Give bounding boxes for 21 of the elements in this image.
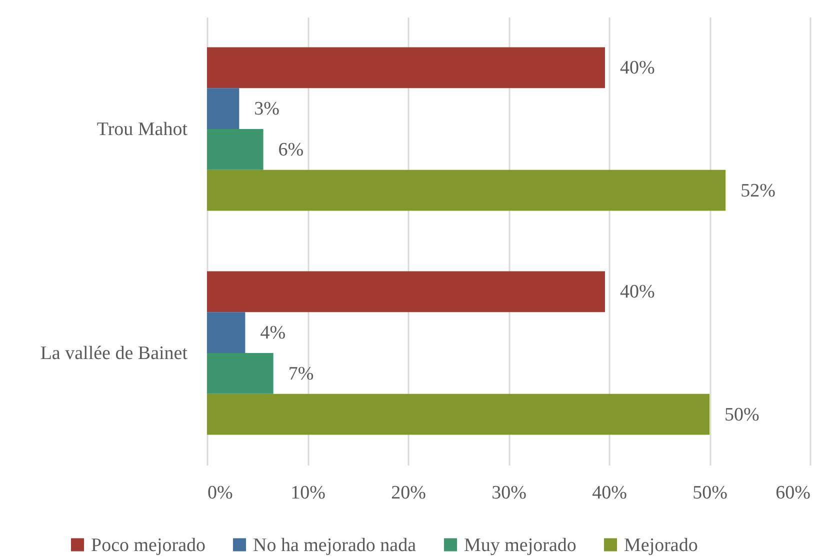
x-tick-label: 30% (492, 482, 527, 504)
data-label: 3% (254, 98, 280, 120)
x-tick-label: 50% (692, 482, 728, 504)
legend-label: No ha mejorado nada (253, 534, 417, 556)
x-tick-label: 60% (776, 482, 811, 504)
data-label: 40% (620, 58, 655, 79)
data-label: 6% (278, 139, 304, 160)
x-tick-label: 40% (592, 482, 628, 504)
legend-label: Muy mejorado (464, 534, 576, 556)
y-tick-label: Trou Mahot (96, 119, 188, 140)
data-label: 40% (620, 282, 655, 303)
legend-label: Poco mejorado (91, 534, 206, 556)
data-label: 4% (260, 322, 286, 344)
data-label: 52% (740, 180, 776, 202)
y-tick-label: La vallée de Bainet (40, 343, 188, 364)
data-label: 7% (288, 363, 314, 384)
x-tick-label: 0% (208, 482, 233, 504)
x-tick-label: 20% (391, 482, 426, 504)
x-tick-label: 10% (290, 482, 326, 504)
legend-label: Mejorado (624, 534, 698, 556)
data-label: 50% (724, 404, 760, 426)
